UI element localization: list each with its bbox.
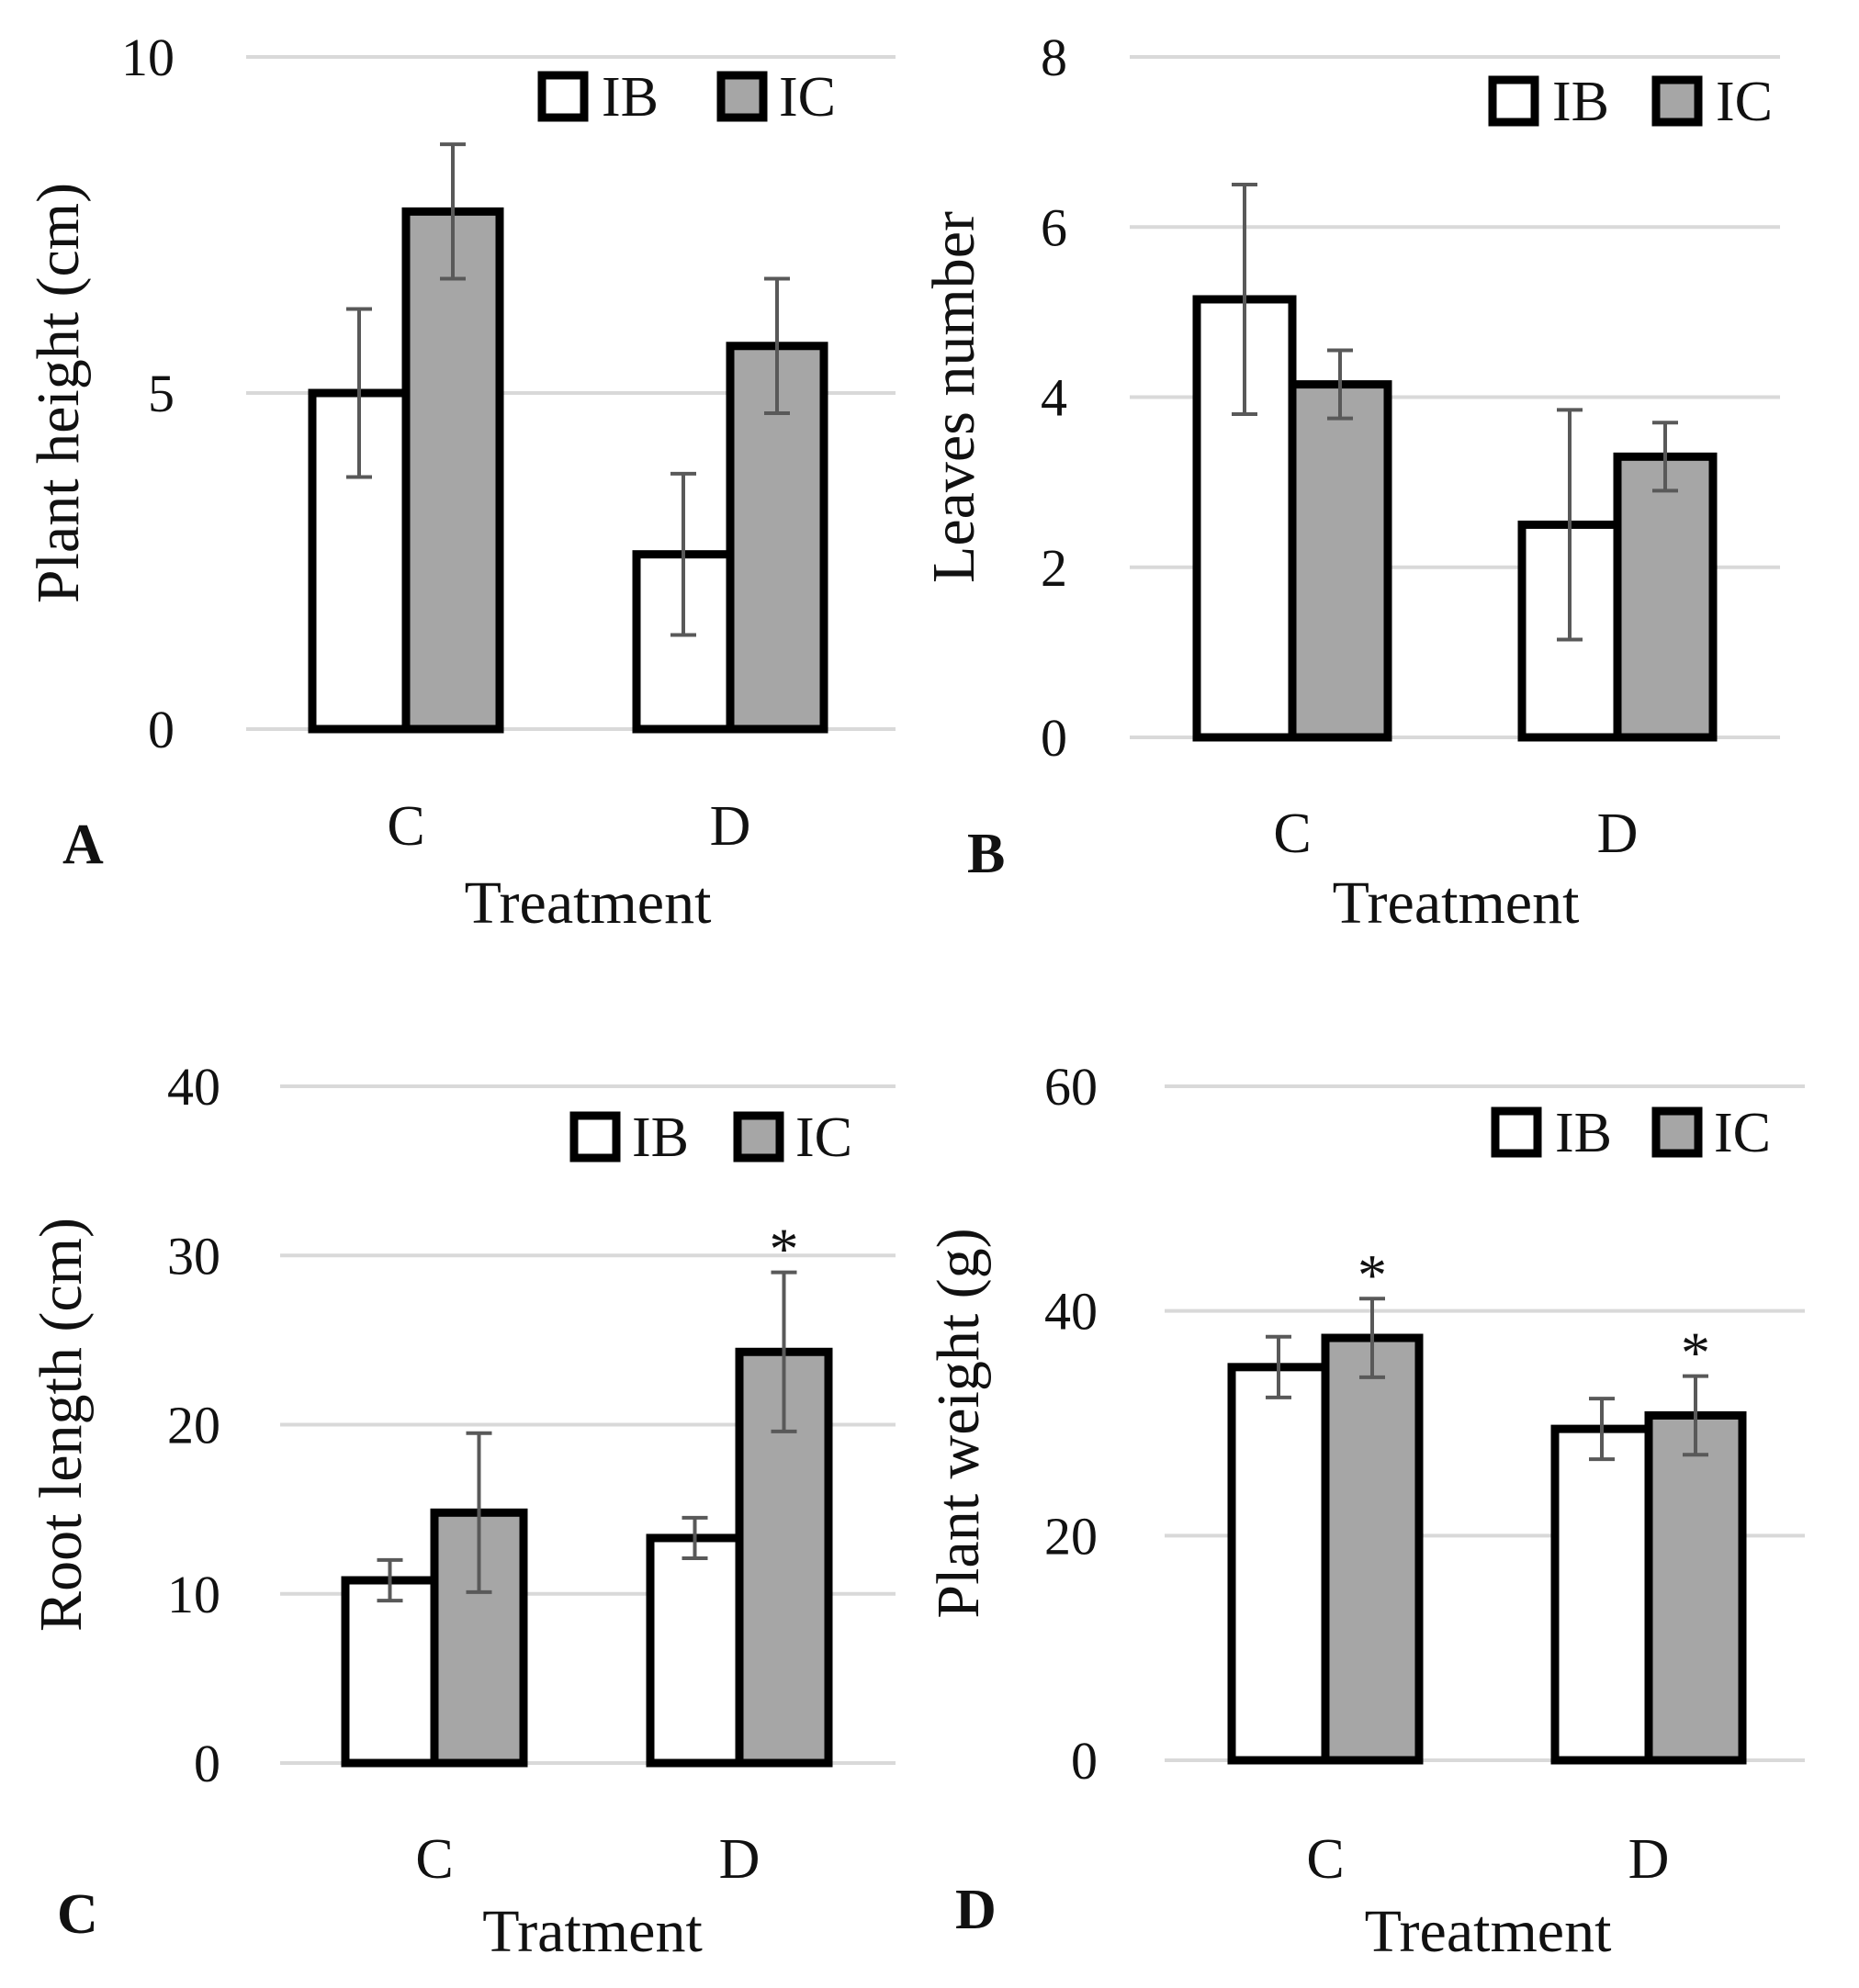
panel-letter: B bbox=[967, 823, 1005, 885]
bar-ib-c bbox=[1232, 1367, 1325, 1760]
legend: IB IC bbox=[1495, 1102, 1771, 1164]
y-tick-label: 6 bbox=[1041, 197, 1067, 257]
chart-panel-a: 0 5 10 C D IB IC Plant height (cm) Treatment A bbox=[25, 28, 896, 937]
legend-swatch-ib bbox=[574, 1116, 616, 1158]
y-tick-label: 60 bbox=[1044, 1057, 1098, 1117]
y-axis-title: Plant height (cm) bbox=[25, 183, 92, 603]
y-tick-label: 0 bbox=[1071, 1731, 1098, 1791]
legend: IB IC bbox=[1493, 71, 1773, 133]
legend-swatch-ic bbox=[721, 75, 763, 118]
x-axis-title: Tratment bbox=[482, 1898, 703, 1965]
y-tick-label: 2 bbox=[1041, 538, 1067, 598]
legend-label-ib: IB bbox=[1555, 1102, 1612, 1164]
significance-marker: * bbox=[1681, 1320, 1710, 1386]
legend-swatch-ib bbox=[1495, 1111, 1538, 1153]
x-category-label: C bbox=[387, 795, 424, 858]
legend-label-ib: IB bbox=[632, 1106, 689, 1169]
y-tick-label: 10 bbox=[121, 28, 175, 87]
legend-swatch-ib bbox=[1493, 80, 1535, 122]
bar-ic-c bbox=[1292, 385, 1388, 737]
significance-marker: * bbox=[1358, 1242, 1387, 1308]
bar-ib-d bbox=[1555, 1429, 1649, 1760]
y-tick-label: 0 bbox=[194, 1734, 220, 1793]
y-tick-label: 20 bbox=[167, 1396, 220, 1455]
legend-label-ic: IC bbox=[1714, 1102, 1771, 1164]
figure: 0510C DIB ICPlant height (cm)TreatmentA024… bbox=[0, 0, 1859, 1988]
legend-label-ic: IC bbox=[1716, 71, 1773, 133]
y-tick-label: 20 bbox=[1044, 1506, 1098, 1566]
x-category-label: C bbox=[415, 1828, 453, 1891]
legend: IB IC bbox=[574, 1106, 852, 1169]
bar-ic-c bbox=[406, 211, 500, 729]
bar-ic-d bbox=[1649, 1415, 1742, 1760]
legend-swatch-ic bbox=[1656, 80, 1698, 122]
chart-panel-d: 0 20 40 60 * C * D IB IC Plant weight (g) Treatment… bbox=[925, 1057, 1805, 1965]
x-axis-title: Treatment bbox=[1333, 870, 1580, 937]
y-tick-label: 0 bbox=[148, 700, 175, 759]
chart-panel-c: 0 10 20 30 40 C * D IB IC Root length (cm) Tratment… bbox=[28, 1057, 896, 1965]
x-category-label: D bbox=[1597, 803, 1639, 865]
y-axis-title: Root length (cm) bbox=[28, 1218, 95, 1632]
significance-marker: * bbox=[770, 1217, 799, 1282]
legend: IB IC bbox=[542, 66, 836, 129]
legend-swatch-ib bbox=[542, 75, 584, 118]
legend-swatch-ic bbox=[1656, 1111, 1698, 1153]
y-axis-title: Plant weight (g) bbox=[925, 1228, 992, 1618]
y-tick-label: 40 bbox=[167, 1057, 220, 1117]
y-axis-title: Leaves number bbox=[920, 211, 987, 583]
legend-label-ic: IC bbox=[795, 1106, 852, 1169]
legend-swatch-ic bbox=[738, 1116, 780, 1158]
legend-label-ic: IC bbox=[779, 66, 836, 129]
x-category-label: C bbox=[1273, 803, 1311, 865]
x-category-label: D bbox=[1628, 1828, 1670, 1891]
y-tick-label: 8 bbox=[1041, 28, 1067, 87]
bar-ib-c bbox=[345, 1580, 434, 1763]
y-tick-label: 0 bbox=[1041, 708, 1067, 768]
bar-ib-d bbox=[650, 1538, 739, 1763]
y-tick-label: 30 bbox=[167, 1226, 220, 1286]
legend-label-ib: IB bbox=[602, 66, 659, 129]
panel-letter: C bbox=[57, 1883, 98, 1946]
x-category-label: D bbox=[710, 795, 751, 858]
legend-label-ib: IB bbox=[1552, 71, 1609, 133]
y-tick-label: 4 bbox=[1041, 368, 1067, 428]
x-category-label: D bbox=[719, 1828, 760, 1891]
bar-ic-c bbox=[1325, 1338, 1419, 1760]
panel-letter: A bbox=[62, 814, 104, 876]
x-axis-title: Treatment bbox=[465, 870, 712, 937]
y-tick-label: 10 bbox=[167, 1565, 220, 1624]
y-tick-label: 40 bbox=[1044, 1282, 1098, 1342]
bar-ic-d bbox=[1617, 456, 1713, 737]
panel-letter: D bbox=[955, 1879, 997, 1941]
chart-panel-b: 0 2 4 6 8 C D IB IC Leaves number Treatment B bbox=[920, 28, 1780, 937]
y-tick-label: 5 bbox=[148, 364, 175, 423]
x-category-label: C bbox=[1306, 1828, 1344, 1891]
x-axis-title: Treatment bbox=[1365, 1898, 1612, 1965]
